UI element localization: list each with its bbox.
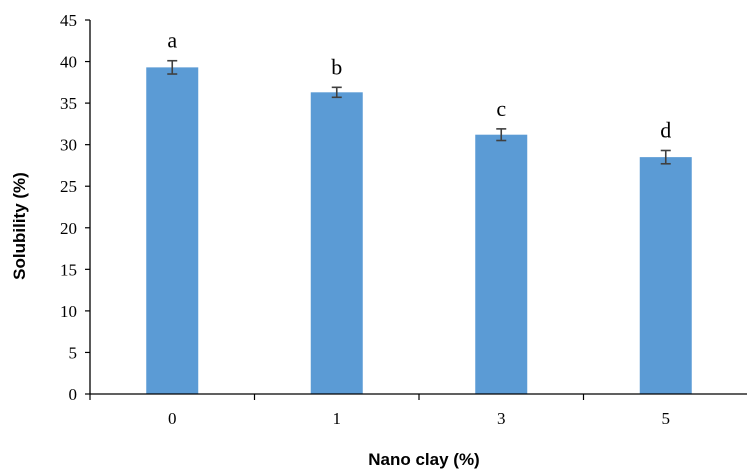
y-tick-label: 0 — [69, 385, 78, 404]
bar — [146, 67, 199, 394]
significance-label: c — [496, 96, 506, 121]
x-tick-label: 3 — [497, 409, 506, 428]
y-tick-label: 30 — [60, 136, 77, 155]
error-bars — [167, 59, 671, 165]
y-axis-ticks: 0 5 10 15 20 25 30 35 40 45 — [60, 11, 90, 404]
bar — [310, 92, 363, 394]
y-tick-label: 25 — [60, 177, 77, 196]
x-axis-title: Nano clay (%) — [368, 450, 479, 469]
y-tick-label: 15 — [60, 260, 77, 279]
significance-label: a — [167, 28, 177, 53]
significance-label: d — [660, 117, 671, 142]
y-tick-label: 40 — [60, 53, 77, 72]
y-tick-label: 10 — [60, 302, 77, 321]
x-tick-label: 5 — [662, 409, 671, 428]
y-tick-label: 20 — [60, 219, 77, 238]
x-tick-label: 0 — [168, 409, 177, 428]
significance-labels: a b c d — [167, 28, 671, 143]
bar — [639, 157, 692, 394]
y-axis-title: Solubility (%) — [10, 172, 29, 280]
y-tick-label: 35 — [60, 94, 77, 113]
y-tick-label: 5 — [69, 343, 78, 362]
bar — [475, 134, 528, 394]
y-tick-label: 45 — [60, 11, 77, 30]
x-axis-ticks: 0 1 3 5 — [89, 394, 671, 428]
bars — [146, 67, 692, 394]
significance-label: b — [331, 54, 342, 79]
x-tick-label: 1 — [333, 409, 342, 428]
